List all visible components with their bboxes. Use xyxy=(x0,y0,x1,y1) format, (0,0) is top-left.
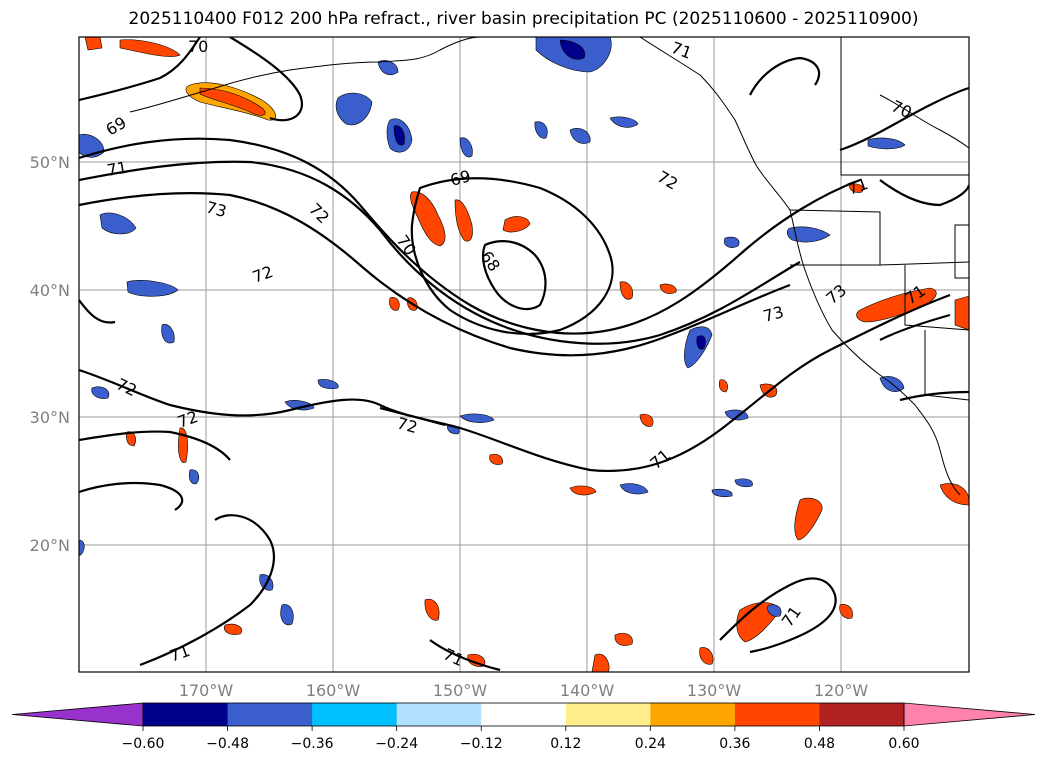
colorbar-segment xyxy=(481,703,567,726)
colorbar-extend-max xyxy=(903,702,1036,727)
lon-label-150w: 150°W xyxy=(433,681,488,700)
colorbar-tick-label: 0.48 xyxy=(804,736,835,752)
latitude-labels: 50°N 40°N 30°N 20°N xyxy=(30,153,70,555)
contour-label: 72 xyxy=(395,414,420,438)
lon-label-120w: 120°W xyxy=(814,681,869,700)
map-background xyxy=(79,37,969,672)
colorbar-segment xyxy=(143,703,229,726)
contour-label: 73 xyxy=(204,198,229,222)
colorbar-segment xyxy=(734,703,820,726)
coastlines xyxy=(129,37,969,496)
contour-label: 73 xyxy=(761,302,786,326)
colorbar-tick-label: −0.12 xyxy=(460,736,503,752)
colorbar-extend-min xyxy=(11,702,144,727)
colorbar: −0.60 −0.48 −0.36 −0.24 −0.12 0.12 0.24 0.36 0.4… xyxy=(11,702,1036,752)
colorbar-frame xyxy=(142,702,905,727)
lat-label-30n: 30°N xyxy=(30,408,70,427)
negative-anomaly-areas xyxy=(79,37,906,626)
colorbar-tick-label: 0.24 xyxy=(635,736,666,752)
colorbar-segment xyxy=(396,703,482,726)
colorbar-tick-label: −0.24 xyxy=(375,736,418,752)
lat-label-40n: 40°N xyxy=(30,281,70,300)
colorbar-segment xyxy=(819,703,905,726)
colorbar-tick-label: −0.36 xyxy=(291,736,334,752)
refractivity-contours xyxy=(79,37,969,672)
contour-label: 71 xyxy=(105,158,128,180)
colorbar-segment xyxy=(650,703,736,726)
colorbar-segment xyxy=(312,703,398,726)
map-frame xyxy=(78,36,970,673)
gridlines xyxy=(79,37,969,672)
contour-label: 70 xyxy=(188,37,208,56)
lat-label-50n: 50°N xyxy=(30,153,70,172)
colorbar-tick-label: −0.48 xyxy=(206,736,249,752)
colorbar-segment xyxy=(565,703,651,726)
longitude-labels: 170°W 160°W 150°W 140°W 130°W 120°W xyxy=(179,681,869,700)
map-title: 2025110400 F012 200 hPa refract., river … xyxy=(128,9,919,29)
lon-label-160w: 160°W xyxy=(306,681,361,700)
colorbar-segment xyxy=(227,703,313,726)
lon-label-170w: 170°W xyxy=(179,681,234,700)
lon-label-130w: 130°W xyxy=(687,681,742,700)
lon-label-140w: 140°W xyxy=(560,681,615,700)
colorbar-tick-label: 0.60 xyxy=(888,736,919,752)
colorbar-tick-label: 0.12 xyxy=(550,736,581,752)
colorbar-tick-label: −0.60 xyxy=(122,736,165,752)
colorbar-tick-label: 0.36 xyxy=(719,736,750,752)
contour-label: 69 xyxy=(448,166,473,190)
lat-label-20n: 20°N xyxy=(30,536,70,555)
